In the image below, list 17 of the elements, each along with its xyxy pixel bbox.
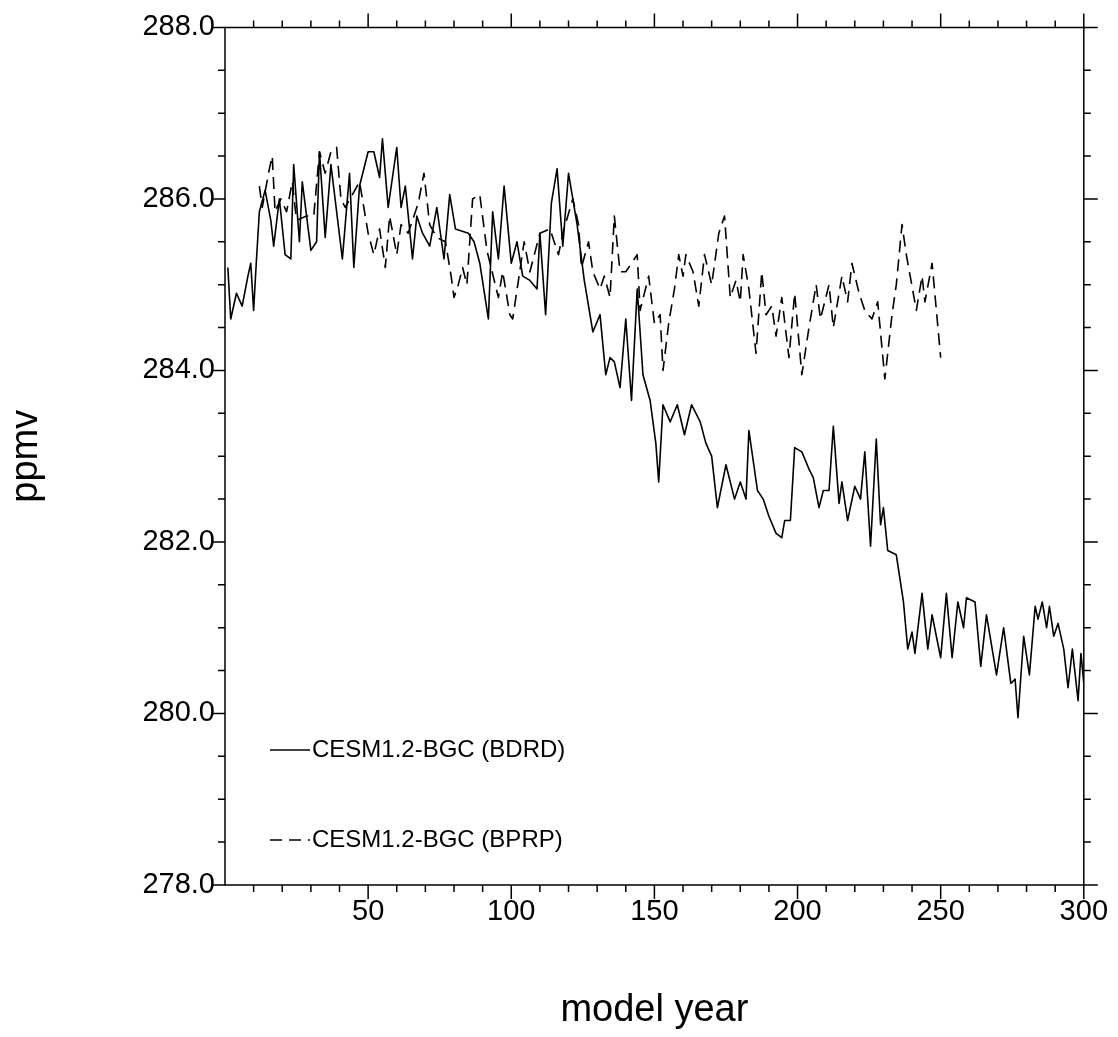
y-tick-label: 282.0 — [142, 523, 215, 556]
y-axis-title: ppmv — [3, 409, 46, 503]
x-tick-label: 250 — [916, 894, 965, 927]
x-axis-title: model year — [560, 986, 749, 1029]
legend-label: CESM1.2-BGC (BDRD) — [312, 734, 566, 762]
line-series — [258, 146, 942, 380]
y-tick-label: 286.0 — [142, 180, 215, 213]
y-tick-label: 288.0 — [142, 9, 215, 42]
y-tick-label: 280.0 — [142, 695, 215, 728]
x-tick-label: 300 — [1059, 894, 1108, 927]
x-tick-label: 200 — [773, 894, 822, 927]
legend-label: CESM1.2-BGC (BPRP) — [312, 824, 563, 852]
y-tick-label: 284.0 — [142, 352, 215, 385]
x-tick-label: 50 — [352, 894, 385, 927]
x-tick-label: 100 — [487, 894, 536, 927]
y-tick-label: 278.0 — [142, 867, 215, 899]
x-tick-label: 150 — [630, 894, 679, 927]
